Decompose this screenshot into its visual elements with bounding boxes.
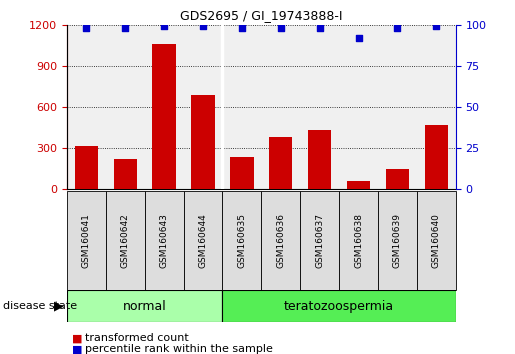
Text: ▶: ▶ (54, 300, 64, 313)
Text: GSM160640: GSM160640 (432, 213, 441, 268)
Point (277, 25, 285, 31)
Text: GSM160641: GSM160641 (82, 213, 91, 268)
Text: GSM160635: GSM160635 (237, 213, 246, 268)
Point (393, 25, 402, 31)
Bar (347, 181, 370, 189)
Point (354, 35, 363, 41)
Text: GSM160643: GSM160643 (160, 213, 168, 268)
Bar (222, 191, 261, 290)
Point (432, 24, 440, 29)
Text: ■: ■ (72, 333, 82, 343)
Bar (386, 170, 409, 189)
Text: normal: normal (123, 300, 166, 313)
Point (160, 24, 168, 29)
Point (238, 25, 246, 31)
Bar (183, 191, 222, 290)
Bar (425, 125, 448, 189)
Bar (67, 191, 106, 290)
Text: GSM160642: GSM160642 (121, 213, 130, 268)
Bar (222, 290, 456, 322)
Bar (152, 44, 176, 189)
Bar (269, 137, 293, 189)
Bar (417, 191, 456, 290)
Bar (339, 191, 378, 290)
Bar (230, 157, 253, 189)
Text: teratozoospermia: teratozoospermia (284, 300, 394, 313)
Bar (145, 191, 183, 290)
Point (121, 25, 129, 31)
Bar (192, 95, 215, 189)
Title: GDS2695 / GI_19743888-I: GDS2695 / GI_19743888-I (180, 9, 342, 22)
Bar (106, 191, 145, 290)
Point (316, 25, 324, 31)
Point (199, 24, 207, 29)
Bar (75, 146, 98, 189)
Text: ■: ■ (72, 344, 82, 354)
Bar (261, 191, 300, 290)
Text: GSM160638: GSM160638 (354, 213, 363, 268)
Text: GSM160639: GSM160639 (393, 213, 402, 268)
Bar (308, 130, 331, 189)
Bar (300, 191, 339, 290)
Bar (378, 191, 417, 290)
Point (82, 25, 91, 31)
Text: GSM160637: GSM160637 (315, 213, 324, 268)
Text: disease state: disease state (3, 301, 77, 311)
Text: percentile rank within the sample: percentile rank within the sample (85, 344, 273, 354)
Bar (67, 290, 222, 322)
Text: GSM160636: GSM160636 (277, 213, 285, 268)
Text: transformed count: transformed count (85, 333, 188, 343)
Bar (114, 159, 137, 189)
Text: GSM160644: GSM160644 (199, 213, 208, 268)
